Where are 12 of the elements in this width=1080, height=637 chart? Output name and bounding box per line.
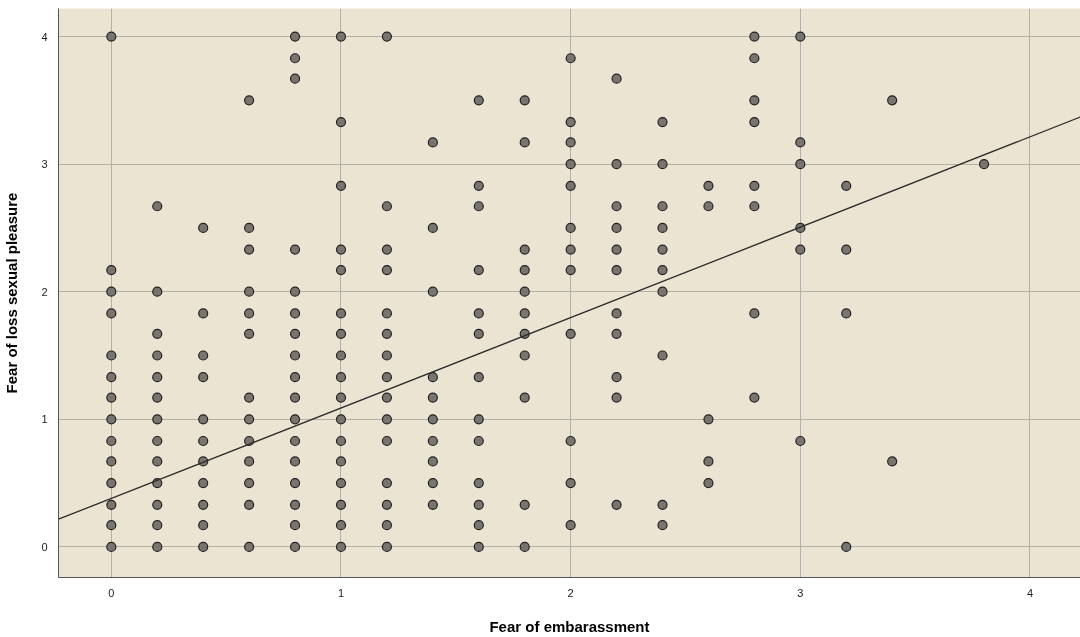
y-tick-label: 1 xyxy=(41,413,48,426)
x-tick-label: 1 xyxy=(337,586,345,599)
x-tick-label: 2 xyxy=(567,586,574,599)
x-axis-title: Fear of embarassment xyxy=(489,617,650,635)
y-tick-label: 3 xyxy=(41,158,48,171)
y-tick-label: 2 xyxy=(41,285,48,298)
x-tick-label: 3 xyxy=(797,586,804,599)
y-axis-title: Fear of loss sexual pleasure xyxy=(3,192,21,394)
y-tick-label: 4 xyxy=(41,30,48,43)
x-tick-label: 4 xyxy=(1026,586,1034,599)
x-tick-label: 0 xyxy=(108,586,115,599)
y-tick-label: 0 xyxy=(41,540,48,553)
